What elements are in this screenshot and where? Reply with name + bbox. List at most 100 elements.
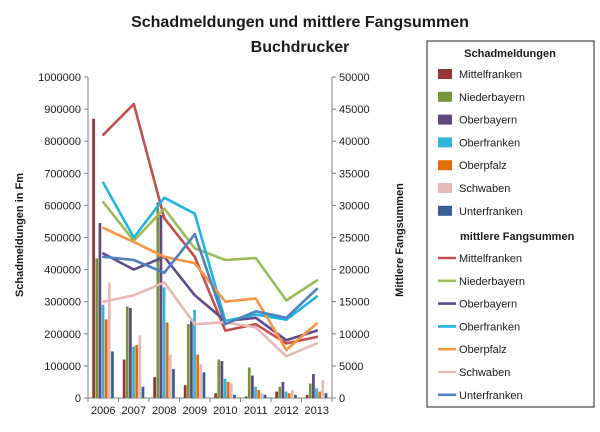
bar-niederbayern bbox=[125, 306, 129, 398]
bar-oberpfalz bbox=[226, 381, 230, 398]
x-tick-label: 2008 bbox=[152, 405, 176, 417]
bar-unterfranken bbox=[141, 386, 145, 398]
y-left-tick-label: 800000 bbox=[44, 136, 81, 148]
legend-label-bar-niederbayern: Niederbayern bbox=[459, 92, 525, 104]
bar-oberfranken bbox=[193, 309, 196, 398]
y-right-tick-label: 15000 bbox=[339, 297, 370, 309]
x-tick-label: 2007 bbox=[122, 405, 146, 417]
bar-unterfranken bbox=[111, 351, 114, 398]
line-oberpfalz bbox=[102, 226, 319, 352]
bar-niederbayern bbox=[308, 383, 312, 398]
bar-schwaben bbox=[138, 335, 142, 398]
y-right-tick-label: 25000 bbox=[339, 233, 370, 245]
legend-swatch-bar-oberfranken bbox=[438, 137, 452, 148]
bar-oberbayern bbox=[281, 381, 285, 398]
bar-oberfranken bbox=[315, 388, 318, 398]
line-oberbayern bbox=[102, 252, 319, 342]
bar-mittelfranken bbox=[92, 118, 96, 398]
y-left-tick-label: 300000 bbox=[44, 297, 81, 309]
bar-unterfranken bbox=[263, 394, 267, 398]
bar-mittelfranken bbox=[275, 391, 279, 398]
y-right-tick-label: 40000 bbox=[339, 136, 370, 148]
bar-oberbayern bbox=[312, 373, 315, 398]
y-right-tick-label: 50000 bbox=[339, 72, 370, 84]
legend-label-bar-oberfranken: Oberfranken bbox=[459, 137, 520, 149]
legend-bar-group-title: Schadmeldungen bbox=[464, 48, 556, 60]
line-niederbayern bbox=[102, 200, 319, 302]
legend-label-bar-oberpfalz: Oberpfalz bbox=[459, 160, 507, 172]
y-right-tick-label: 30000 bbox=[339, 200, 370, 212]
legend-label-line-mittelfranken: Mittelfranken bbox=[459, 253, 522, 265]
legend-swatch-bar-oberpfalz bbox=[438, 160, 452, 171]
legend-swatch-bar-mittelfranken bbox=[438, 69, 452, 79]
bar-oberpfalz bbox=[196, 354, 200, 398]
bar-oberpfalz bbox=[318, 391, 322, 398]
bar-oberbayern bbox=[220, 361, 224, 398]
bar-oberpfalz bbox=[165, 322, 169, 398]
bar-oberfranken bbox=[162, 287, 166, 398]
y-right-tick-label: 5000 bbox=[339, 361, 363, 373]
x-tick-label: 2012 bbox=[274, 405, 298, 417]
bar-mittelfranken bbox=[214, 393, 218, 398]
line-oberfranken bbox=[102, 181, 319, 323]
bar-mittelfranken bbox=[122, 359, 126, 398]
y-left-tick-label: 400000 bbox=[44, 265, 81, 277]
x-tick-label: 2006 bbox=[91, 405, 115, 417]
bar-schwaben bbox=[321, 380, 325, 398]
bar-oberbayern bbox=[129, 308, 132, 398]
bar-oberpfalz bbox=[257, 389, 261, 398]
x-tick-label: 2009 bbox=[183, 405, 207, 417]
legend-label-bar-oberbayern: Oberbayern bbox=[459, 115, 517, 127]
bar-oberbayern bbox=[251, 375, 254, 398]
bar-oberfranken bbox=[223, 378, 227, 398]
legend-label-bar-mittelfranken: Mittelfranken bbox=[459, 69, 522, 81]
bar-oberbayern bbox=[98, 223, 102, 398]
y-right-tick-label: 45000 bbox=[339, 104, 370, 116]
legend-swatch-bar-schwaben bbox=[438, 183, 452, 193]
legend-label-bar-unterfranken: Unterfranken bbox=[459, 206, 523, 218]
legend-label-line-schwaben: Schwaben bbox=[459, 367, 510, 379]
bar-niederbayern bbox=[217, 359, 221, 398]
legend-label-line-niederbayern: Niederbayern bbox=[459, 276, 525, 288]
bar-niederbayern bbox=[247, 367, 251, 398]
bar-schwaben bbox=[168, 354, 172, 398]
x-tick-label: 2013 bbox=[305, 405, 329, 417]
legend-swatch-bar-oberbayern bbox=[438, 114, 452, 125]
bar-unterfranken bbox=[324, 393, 328, 398]
legend-label-line-oberfranken: Oberfranken bbox=[459, 321, 520, 333]
bar-oberbayern bbox=[190, 320, 193, 398]
x-tick-label: 2010 bbox=[213, 405, 237, 417]
y-right-tick-label: 20000 bbox=[339, 265, 370, 277]
legend-label-bar-schwaben: Schwaben bbox=[459, 183, 510, 195]
bar-oberfranken bbox=[101, 304, 105, 398]
y-right-tick-label: 0 bbox=[339, 393, 345, 405]
line-unterfranken bbox=[102, 233, 319, 326]
y-left-tick-label: 1000000 bbox=[38, 72, 81, 84]
y-axis-right-label: Mittlere Fangsummen bbox=[394, 183, 406, 297]
chart-title: Schadmeldungen und mittlere Fangsummen bbox=[131, 14, 469, 31]
bar-mittelfranken bbox=[305, 394, 309, 398]
bar-schwaben bbox=[260, 393, 264, 398]
bar-mittelfranken bbox=[244, 396, 248, 398]
line-schwaben bbox=[102, 281, 319, 358]
bar-oberpfalz bbox=[135, 345, 139, 398]
bar-niederbayern bbox=[156, 202, 160, 398]
y-left-tick-label: 200000 bbox=[44, 329, 81, 341]
plot-area: 0100000200000300000400000500000600000700… bbox=[38, 72, 369, 417]
chart-subtitle: Buchdrucker bbox=[251, 39, 350, 56]
bar-unterfranken bbox=[233, 394, 236, 398]
y-left-tick-label: 900000 bbox=[44, 104, 81, 116]
bar-schwaben bbox=[107, 282, 111, 398]
legend: Schadmeldungen mittlere Fangsummen Mitte… bbox=[426, 40, 595, 408]
y-left-tick-label: 0 bbox=[75, 393, 81, 405]
bar-mittelfranken bbox=[153, 377, 157, 398]
legend-label-line-oberbayern: Oberbayern bbox=[459, 299, 517, 311]
legend-line-group-title: mittlere Fangsummen bbox=[460, 231, 575, 243]
bar-unterfranken bbox=[202, 372, 206, 398]
bar-mittelfranken bbox=[183, 385, 187, 398]
bar-schwaben bbox=[199, 364, 203, 398]
bar-unterfranken bbox=[172, 369, 175, 398]
bar-niederbayern bbox=[278, 386, 282, 398]
bar-niederbayern bbox=[95, 258, 99, 398]
